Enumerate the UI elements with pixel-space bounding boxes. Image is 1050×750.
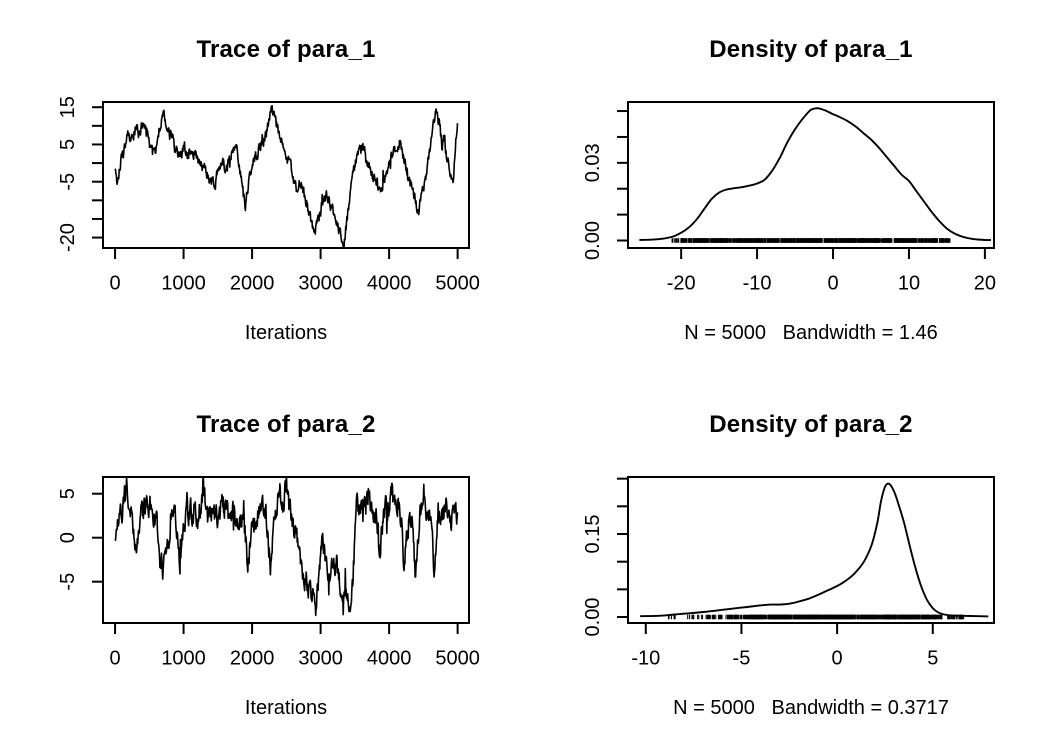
svg-text:-10: -10 xyxy=(743,273,772,295)
panel-density-para-1: Density of para_1 -20 -10 0 10 20 0.00 0.03 N … xyxy=(525,0,1050,375)
svg-text:-10: -10 xyxy=(631,648,660,670)
svg-text:0.03: 0.03 xyxy=(582,143,604,182)
svg-text:-20: -20 xyxy=(57,223,79,252)
svg-text:0: 0 xyxy=(109,273,120,295)
svg-text:-5: -5 xyxy=(57,573,79,591)
svg-text:4000: 4000 xyxy=(367,273,412,295)
svg-text:0.00: 0.00 xyxy=(582,221,604,260)
trace-para-2-plot: 0 1000 2000 3000 4000 5000 -5 0 5 xyxy=(57,476,480,670)
svg-text:1000: 1000 xyxy=(161,648,206,670)
svg-text:-5: -5 xyxy=(57,173,79,191)
svg-text:5: 5 xyxy=(57,139,79,150)
svg-text:3000: 3000 xyxy=(298,273,343,295)
panel-title: Density of para_2 xyxy=(709,411,913,438)
svg-text:0: 0 xyxy=(827,273,838,295)
svg-text:5: 5 xyxy=(57,488,79,499)
svg-text:15: 15 xyxy=(57,96,79,118)
svg-text:0: 0 xyxy=(832,648,843,670)
svg-text:0: 0 xyxy=(57,532,79,543)
svg-text:-20: -20 xyxy=(667,273,696,295)
svg-text:5000: 5000 xyxy=(435,273,480,295)
density-para-2-plot: -10 -5 0 5 0.00 0.15 xyxy=(582,476,995,670)
svg-text:5000: 5000 xyxy=(435,648,480,670)
svg-text:20: 20 xyxy=(974,273,996,295)
svg-text:-5: -5 xyxy=(733,648,751,670)
trace-para-1-plot: 0 1000 2000 3000 4000 5000 -20 -5 5 15 xyxy=(57,96,480,295)
panel-trace-para-1: Trace of para_1 0 1000 2000 3000 4000 5000 -20… xyxy=(0,0,525,375)
svg-text:0.00: 0.00 xyxy=(582,598,604,637)
svg-text:2000: 2000 xyxy=(230,273,275,295)
svg-text:0: 0 xyxy=(109,648,120,670)
x-axis-label: Iterations xyxy=(244,697,328,719)
density-stats-label: N = 5000 Bandwidth = 1.46 xyxy=(684,322,938,344)
panel-density-para-2: Density of para_2 -10 -5 0 5 0.00 0.15 N = 50… xyxy=(525,375,1050,750)
svg-text:10: 10 xyxy=(898,273,920,295)
density-stats-label: N = 5000 Bandwidth = 0.3717 xyxy=(673,697,949,719)
panel-trace-para-2: Trace of para_2 0 1000 2000 3000 4000 5000 -5 0… xyxy=(0,375,525,750)
panel-title: Trace of para_1 xyxy=(196,36,376,63)
x-axis-label: Iterations xyxy=(244,322,328,344)
svg-text:2000: 2000 xyxy=(230,648,275,670)
svg-text:1000: 1000 xyxy=(161,273,206,295)
panel-title: Density of para_1 xyxy=(709,36,913,63)
svg-text:4000: 4000 xyxy=(367,648,412,670)
panel-title: Trace of para_2 xyxy=(196,411,376,438)
svg-text:3000: 3000 xyxy=(298,648,343,670)
svg-text:0.15: 0.15 xyxy=(582,515,604,554)
density-para-1-plot: -20 -10 0 10 20 0.00 0.03 xyxy=(582,101,996,295)
svg-text:5: 5 xyxy=(927,648,938,670)
